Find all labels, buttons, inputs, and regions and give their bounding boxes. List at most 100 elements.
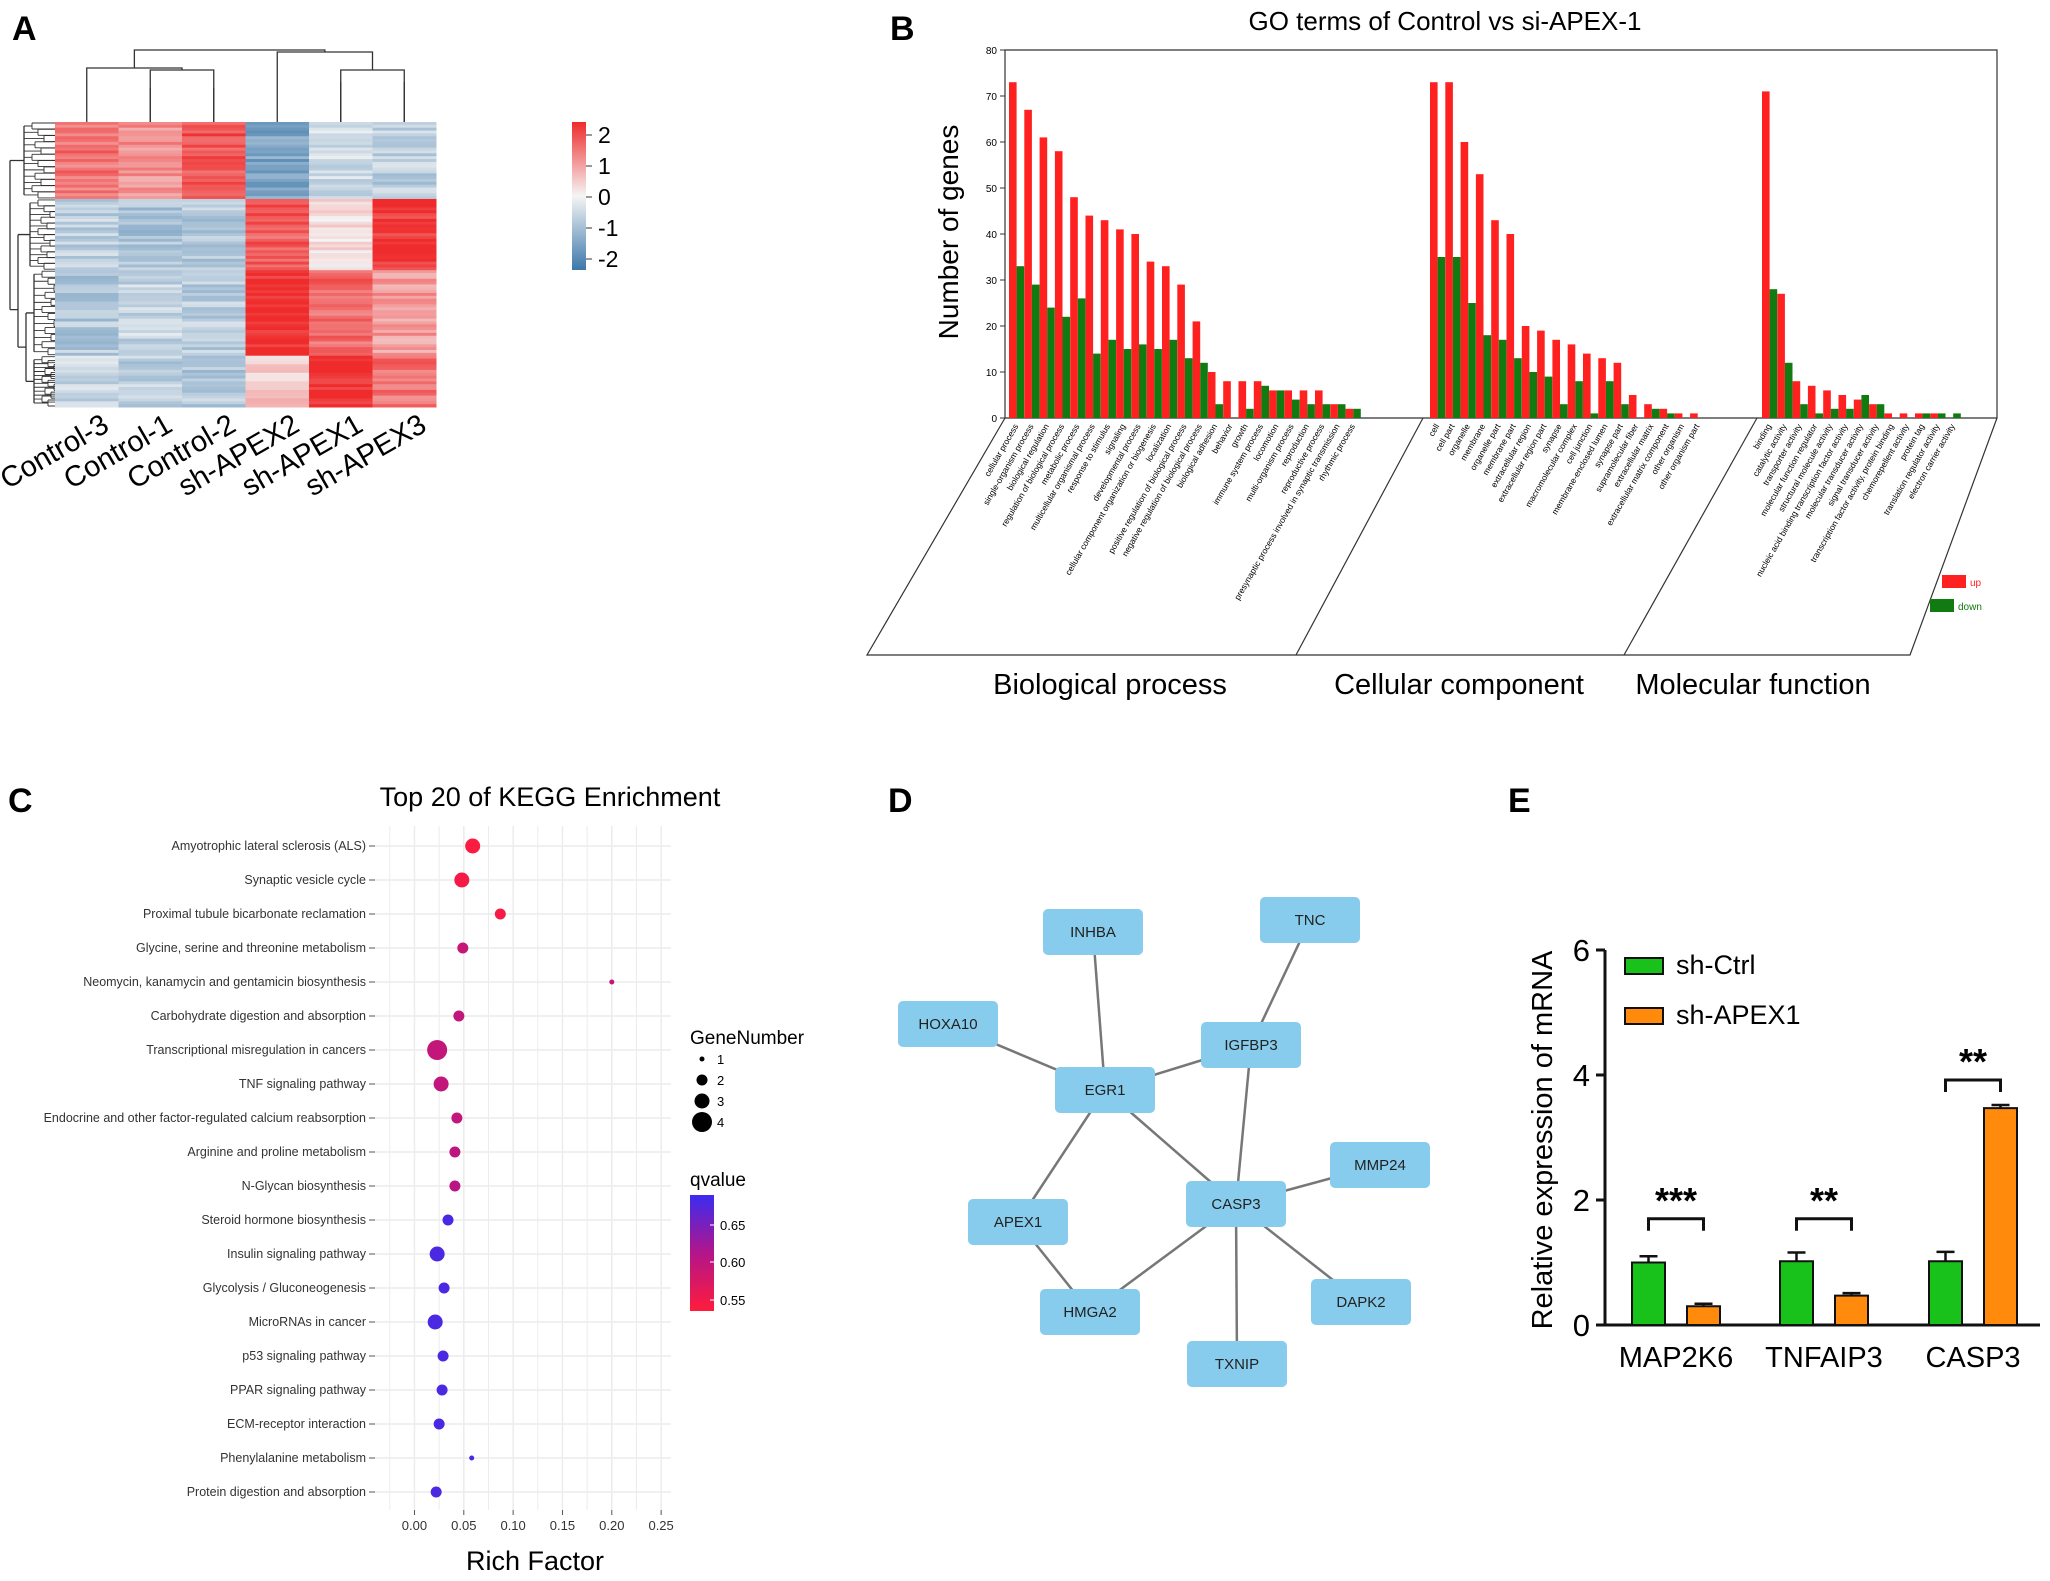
heatmap-cell [118, 150, 183, 154]
heatmap-cell [372, 139, 437, 143]
heatmap-cell [118, 196, 183, 200]
go-bar-down [1184, 358, 1193, 418]
heatmap-cell [372, 144, 437, 149]
heatmap-cell [372, 190, 437, 194]
heatmap-cell [309, 241, 373, 246]
scale-tick-label: 0 [598, 184, 611, 210]
heatmap-cell [372, 364, 437, 368]
kegg-plot-area [375, 826, 671, 1510]
go-bar-down [1667, 413, 1675, 418]
heatmap-cell [245, 301, 310, 305]
heatmap-cell [372, 173, 437, 177]
go-bar-up [1598, 358, 1606, 418]
row-dendrogram-leaf [34, 334, 55, 342]
heatmap-cell [55, 307, 119, 311]
kegg-term-label: Proximal tubule bicarbonate reclamation [143, 907, 366, 921]
heatmap-cell [309, 258, 373, 263]
heatmap-cell [309, 273, 373, 277]
heatmap-cell [309, 330, 373, 334]
heatmap-cell [55, 153, 119, 157]
row-dendrogram-leaf [30, 228, 55, 236]
heatmap-cell [245, 261, 310, 265]
heatmap-cell [118, 204, 183, 208]
heatmap-cell [245, 159, 310, 163]
go-bar-down [1937, 413, 1946, 418]
heatmap-cell [55, 364, 119, 368]
heatmap-cell [372, 281, 437, 285]
heatmap-cell [118, 184, 183, 189]
heatmap-cell [182, 159, 246, 163]
heatmap-cell [372, 378, 437, 382]
heatmap-cell [309, 307, 373, 311]
significance-stars: ** [1810, 1180, 1838, 1221]
heatmap-cell [55, 218, 119, 223]
go-y-tick-label: 40 [986, 230, 998, 241]
heatmap-cell [55, 224, 119, 228]
network-node [1260, 897, 1360, 943]
heatmap-cell [309, 150, 373, 154]
go-bar-down [1498, 339, 1507, 418]
go-bar-down [1123, 349, 1132, 418]
heatmap-cell [245, 275, 310, 280]
heatmap-cell [372, 133, 437, 137]
heatmap-cell [182, 255, 246, 260]
color-legend-ticks: 0.65 0.60 0.55 [710, 1218, 745, 1308]
go-bar-down [1846, 408, 1854, 418]
heatmap-cell [55, 312, 119, 317]
heatmap-cell [55, 233, 119, 237]
heatmap-cell [245, 167, 310, 171]
heatmap-cell [309, 130, 373, 134]
heatmap-cell [245, 141, 310, 146]
kegg-term-label: p53 signaling pathway [242, 1349, 366, 1363]
network-node-label: CASP3 [1211, 1196, 1260, 1213]
heatmap-cell [245, 133, 310, 137]
heatmap-cell [245, 247, 310, 251]
column-dendrogram-branch [133, 49, 326, 68]
heatmap-cell [118, 358, 183, 362]
heatmap-cell [309, 295, 373, 300]
heatmap-cell [372, 156, 437, 160]
kegg-point [457, 942, 469, 954]
heatmap-cell [372, 404, 437, 408]
heatmap-cell [245, 387, 310, 391]
go-bar-down [1590, 413, 1599, 418]
heatmap-cell [55, 335, 119, 340]
go-bar-down [1169, 339, 1178, 418]
kegg-point [454, 872, 470, 888]
heatmap-cell [309, 167, 373, 171]
kegg-point [433, 1418, 445, 1430]
heatmap-cell [55, 338, 119, 342]
heatmap-cell [182, 293, 246, 297]
heatmap-cell [118, 341, 183, 345]
heatmap-cell [55, 204, 119, 208]
qpcr-bar [1631, 1261, 1666, 1326]
go-bar-up [1315, 390, 1323, 418]
row-dendrogram-leaf [34, 305, 55, 313]
heatmap-cell [372, 141, 437, 146]
heatmap-cell [372, 301, 437, 305]
network-edge [1234, 1203, 1239, 1365]
heatmap-cell [182, 284, 246, 288]
heatmap-cell [372, 358, 437, 362]
heatmap-cell [55, 179, 119, 183]
heatmap-cell [182, 227, 246, 231]
heatmap-cell [372, 304, 437, 308]
heatmap-cell [245, 184, 310, 189]
heatmap-cell [118, 304, 183, 308]
heatmap-cell [245, 250, 310, 254]
go-bar-up [1039, 137, 1048, 418]
heatmap-cell [372, 193, 437, 197]
qpcr-legend-swatch [1624, 1007, 1664, 1025]
heatmap-cell [55, 327, 119, 331]
heatmap-cell [309, 287, 373, 291]
heatmap-cell [309, 267, 373, 271]
heatmap-cell [182, 224, 246, 228]
heatmap-cell [372, 122, 437, 126]
go-bar-up [1070, 197, 1078, 418]
qpcr-y-tick-label: 4 [1573, 1058, 1590, 1093]
go-bar-up [1583, 353, 1591, 418]
heatmap-cell [245, 395, 310, 399]
heatmap-cell [245, 213, 310, 217]
heatmap-cell [182, 150, 246, 154]
